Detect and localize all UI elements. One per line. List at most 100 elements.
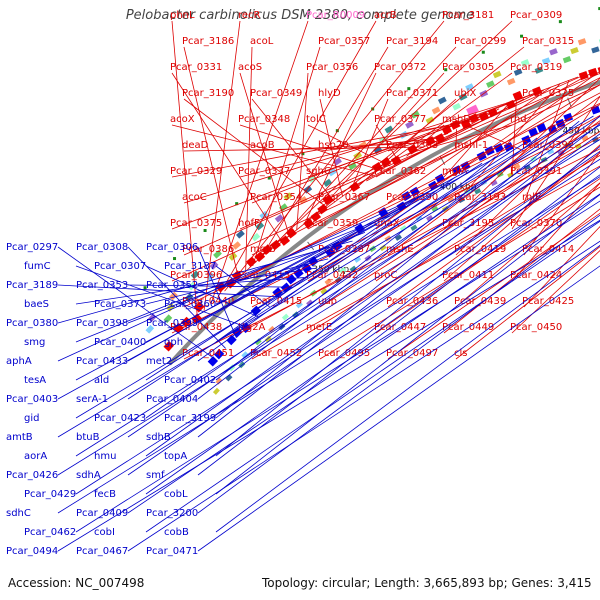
label-connector [251, 77, 600, 256]
label-connector [443, 144, 600, 282]
cog-feature [562, 56, 572, 64]
cog-feature [534, 66, 544, 74]
forward-gene [245, 256, 257, 268]
label-connector [171, 124, 375, 177]
gene-label: Pcar_3194 [386, 36, 438, 47]
label-connector [75, 215, 391, 343]
gc-mark [235, 202, 239, 206]
gene-label: Pcar_0373 [94, 299, 146, 310]
gene-label: Pcar_0329 [170, 166, 222, 177]
label-connector [251, 165, 600, 360]
gene-label: aphA [6, 356, 32, 367]
forward-gene [390, 155, 402, 166]
label-connector [197, 137, 538, 400]
gene-label: Pcar_0371 [386, 88, 438, 99]
gene-label: Pcar_0380 [6, 318, 58, 329]
cog-feature [547, 148, 555, 155]
gc-mark [407, 87, 411, 91]
gene-label: baeS [24, 299, 49, 310]
gene-label: acoX [170, 114, 195, 125]
gene-label: Pcar_0372 [374, 62, 426, 73]
gene-label: Pcar_0424 [510, 270, 562, 281]
label-connector [296, 72, 309, 231]
gene-label: ald [94, 375, 109, 386]
gene-label: recR [238, 10, 261, 21]
gene-label: mshE [386, 244, 414, 255]
gc-mark [203, 229, 207, 233]
gene-label: Pcar_0348 [238, 114, 290, 125]
label-connector [455, 115, 600, 256]
gene-label: Pcar_0396 [170, 270, 222, 281]
label-connector [511, 250, 600, 334]
reverse-gene [451, 165, 463, 176]
cog-feature [232, 241, 242, 250]
gene-label: Pcar_0494 [6, 546, 58, 557]
cog-feature [541, 57, 551, 65]
label-connector [217, 20, 377, 298]
gene-label: Pcar_0403 [6, 394, 58, 405]
label-connector [307, 154, 600, 334]
gene-label: Pcar_0387 [318, 244, 370, 255]
gene-label: Pcar_0439 [454, 296, 506, 307]
cog-feature [241, 351, 249, 359]
gene-label: sdhA [76, 470, 101, 481]
cog-feature [251, 348, 259, 356]
label-connector [75, 169, 469, 381]
label-connector [75, 131, 552, 419]
gene-label: Pcar_0305 [442, 62, 494, 73]
label-connector [251, 93, 534, 204]
cog-feature [523, 164, 531, 171]
gene-label: sqhC [306, 166, 331, 177]
gene-label: btuB [76, 432, 100, 443]
reverse-gene [536, 122, 547, 133]
cog-feature [292, 311, 300, 319]
label-connector [171, 76, 579, 230]
label-connector [127, 143, 524, 400]
gene-label: hlyD [318, 88, 341, 99]
gc-mark [173, 257, 177, 261]
label-connector [197, 277, 305, 286]
gene-label: tesA [24, 375, 46, 386]
cog-feature [212, 387, 220, 395]
label-connector [464, 124, 525, 152]
label-connector [75, 265, 248, 328]
label-connector [455, 83, 561, 204]
gene-label: hofF [238, 218, 260, 229]
gene-label: acoB [250, 140, 275, 151]
gene-label: mglA [442, 166, 468, 177]
label-connector [375, 124, 399, 162]
label-connector [57, 139, 600, 476]
gene-label: Pcar_0375 [170, 218, 222, 229]
cog-feature [306, 299, 314, 307]
label-connector [57, 191, 430, 362]
label-connector [511, 182, 600, 282]
label-connector [443, 208, 600, 334]
gene-label: serA-1 [76, 394, 108, 405]
reverse-gene [503, 142, 514, 152]
label-connector [197, 166, 600, 476]
gene-label: met2 [146, 356, 172, 367]
forward-gene [512, 90, 523, 101]
cog-feature [492, 70, 502, 79]
forward-gene [310, 211, 322, 222]
gene-label: fumC [24, 261, 51, 272]
gene-label: Pcar_0432 [306, 270, 358, 281]
cog-feature [209, 261, 219, 270]
label-connector [455, 246, 600, 360]
gene-label: Pcar_0386 [182, 244, 234, 255]
cog-feature [190, 270, 200, 280]
gc-mark [558, 20, 562, 24]
label-connector [259, 46, 389, 260]
cog-feature [215, 377, 223, 385]
gene-label: Pcar_0402 [164, 375, 216, 386]
gene-label: Pcar_0392 [522, 140, 574, 151]
gene-label: hmu [94, 451, 116, 462]
label-connector [239, 73, 588, 230]
label-connector [75, 158, 600, 495]
gene-label: fecB [94, 489, 116, 500]
reverse-gene [286, 274, 297, 285]
label-connector [127, 284, 293, 288]
gene-label: tolC [306, 114, 326, 125]
label-connector [171, 122, 600, 334]
label-connector [239, 92, 600, 282]
